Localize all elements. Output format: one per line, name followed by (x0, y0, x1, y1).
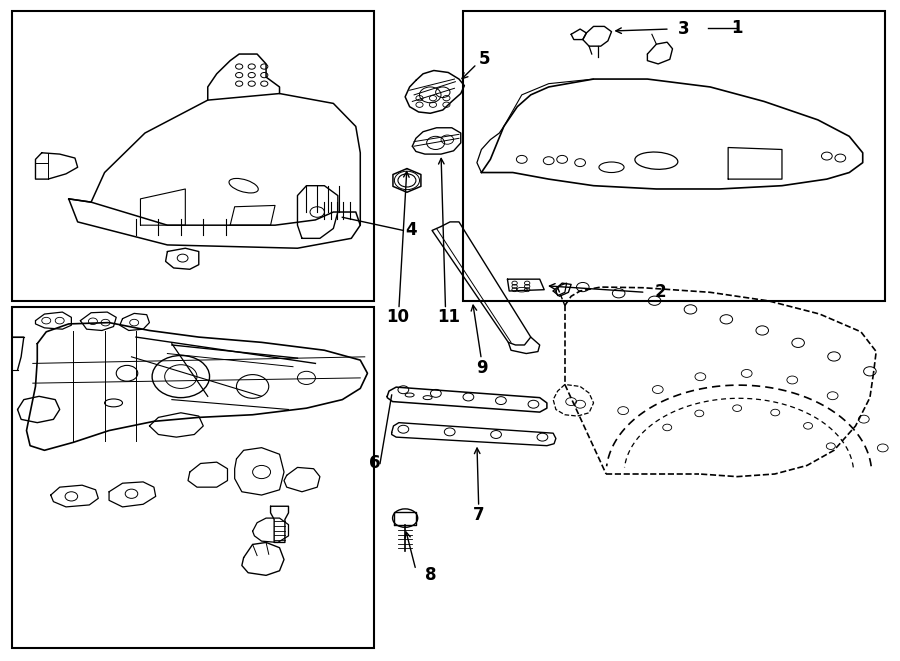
Text: 3: 3 (678, 20, 689, 38)
Text: 8: 8 (425, 566, 436, 584)
Text: 4: 4 (405, 221, 417, 239)
Text: 10: 10 (386, 308, 410, 327)
Text: 2: 2 (655, 284, 667, 301)
Text: 7: 7 (472, 506, 484, 524)
Text: 1: 1 (732, 19, 742, 37)
Bar (13, 307, 374, 648)
Text: 6: 6 (368, 455, 380, 473)
Bar (464, 11, 886, 301)
Text: 5: 5 (478, 50, 490, 68)
Text: 9: 9 (476, 359, 488, 377)
Bar (13, 11, 374, 301)
Text: 11: 11 (436, 308, 460, 327)
